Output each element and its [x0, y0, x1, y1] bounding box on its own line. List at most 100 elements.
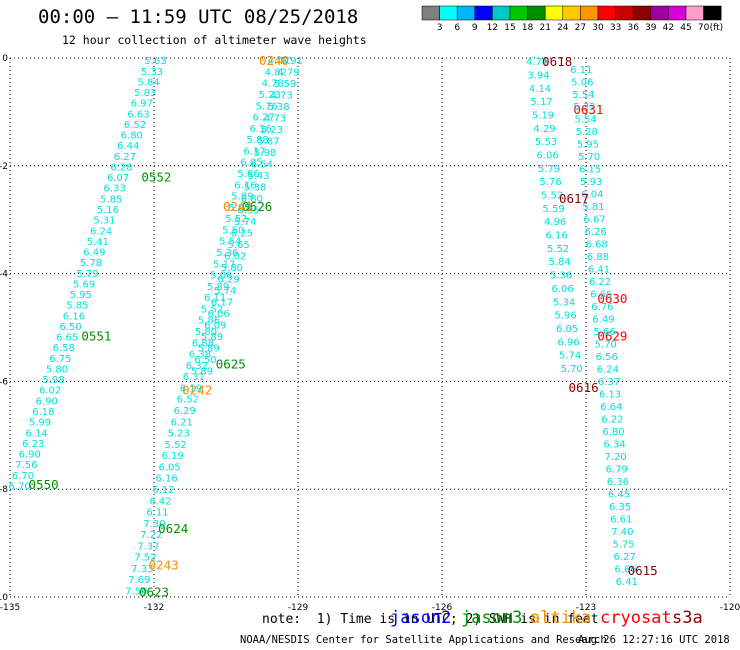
- wave-height-point: 5.06: [210, 271, 232, 282]
- pass-time-label: 0626: [242, 199, 272, 214]
- legend-jason2: jason2: [390, 608, 452, 628]
- wave-height-point: 6.31: [183, 372, 205, 383]
- wave-height-point: 6.02: [224, 252, 246, 263]
- colorbar-unit-label: (ft): [710, 23, 724, 33]
- colorbar-tick-label: 9: [472, 23, 478, 33]
- wave-height-point: 5.89: [231, 192, 253, 203]
- wave-height-point: 6.35: [237, 206, 259, 217]
- wave-height-point: 4.82: [265, 67, 287, 78]
- wave-height-point: 6.24: [90, 226, 112, 237]
- wave-height-point: 5.85: [66, 301, 88, 312]
- wave-height-point: 6.61: [610, 514, 632, 525]
- wave-height-point: 6.79: [606, 464, 628, 475]
- wave-height-point: 5.50: [222, 225, 244, 236]
- wave-height-point: 3.94: [527, 71, 549, 82]
- wave-height-point: 6.16: [249, 124, 271, 135]
- wave-height-point: 4.78: [262, 79, 284, 90]
- wave-height-point: 6.38: [189, 350, 211, 361]
- pass-time-label: 0624: [158, 521, 188, 536]
- colorbar-tick-label: 33: [610, 23, 621, 33]
- wave-height-point: 5.76: [539, 177, 561, 188]
- colorbar-swatch: [439, 5, 458, 21]
- track-jason3: 4.474.824.785.235.766.276.165.886.176.05…: [125, 56, 290, 599]
- wave-height-point: 5.98: [42, 375, 64, 386]
- wave-height-point: 5.54: [219, 237, 241, 248]
- wave-height-point: 5.86: [198, 316, 220, 327]
- wave-height-point: 5.19: [532, 111, 554, 122]
- wave-height-point: 5.59: [542, 204, 564, 215]
- wave-height-point: 7.20: [605, 452, 627, 463]
- wave-height-point: 6.06: [207, 309, 229, 320]
- wave-height-point: 6.44: [117, 141, 139, 152]
- wave-height-point: 5.80: [195, 327, 217, 338]
- wave-height-point: 5.89: [207, 282, 229, 293]
- wave-height-point: 5.52: [547, 244, 569, 255]
- wave-height-point: 5.23: [168, 429, 190, 440]
- wave-height-point: 6.80: [241, 194, 263, 205]
- wave-height-point: 6.06: [536, 151, 558, 162]
- wave-height-point: 6.02: [39, 386, 61, 397]
- wave-height-point: 6.11: [146, 508, 168, 519]
- wave-height-point: 6.22: [589, 277, 611, 288]
- colorbar-tick-label: 45: [680, 23, 691, 33]
- wave-height-point: 5.54: [572, 90, 594, 101]
- wave-height-point: 6.88: [192, 338, 214, 349]
- colorbar-swatch: [615, 5, 634, 21]
- x-tick-label: -132: [144, 603, 164, 613]
- colorbar-swatch: [597, 5, 616, 21]
- wave-height-point: 5.16: [97, 205, 119, 216]
- wave-height-point: 6.16: [155, 474, 177, 485]
- wave-height-point: 5.89: [201, 332, 223, 343]
- pass-time-label: 0617: [559, 191, 589, 206]
- wave-height-point: 6.70: [12, 471, 34, 482]
- legend-altika: altika: [530, 608, 592, 628]
- wave-height-point: 7.30: [143, 519, 165, 530]
- wave-height-point: 6.88: [587, 252, 609, 263]
- wave-height-point: 6.80: [602, 427, 624, 438]
- wave-height-point: 5.95: [577, 140, 599, 151]
- wave-height-point: 5.32: [573, 102, 595, 113]
- wave-height-point: 6.68: [586, 240, 608, 251]
- wave-height-point: 5.87: [257, 137, 279, 148]
- wave-height-point: 5.95: [70, 290, 92, 301]
- pass-time-label: 0631: [573, 102, 603, 117]
- colorbar-swatch: [685, 5, 704, 21]
- y-tick-label: 0: [2, 54, 8, 64]
- wave-height-point: 6.50: [59, 322, 81, 333]
- legend-s3a: s3a: [672, 608, 703, 628]
- wave-height-point: 5.43: [247, 171, 269, 182]
- wave-height-point: 5.59: [274, 79, 296, 90]
- colorbar-tick-label: 15: [504, 23, 515, 33]
- wave-height-point: 5.70: [595, 340, 617, 351]
- wave-height-point: 7.52: [134, 553, 156, 564]
- colorbar-tick-label: 70: [698, 23, 710, 33]
- wave-height-point: 6.80: [121, 131, 143, 142]
- wave-height-point: 6.28: [110, 162, 132, 173]
- wave-height-point: 5.74: [234, 217, 256, 228]
- wave-height-point: 5.41: [87, 237, 109, 248]
- wave-height-point: 6.96: [557, 337, 579, 348]
- wave-height-point: 5.65: [227, 240, 249, 251]
- wave-height-point: 6.05: [240, 158, 262, 169]
- wave-height-point: 6.58: [53, 343, 75, 354]
- wave-height-point: 7.56: [15, 460, 37, 471]
- wave-height-point: 5.70: [578, 152, 600, 163]
- pass-time-label: 0242: [182, 382, 212, 397]
- legend-jason3: jason3: [461, 608, 523, 628]
- wave-height-point: 6.05: [158, 462, 180, 473]
- wave-height-point: 6.14: [25, 428, 47, 439]
- colorbar-tick-label: 3: [437, 23, 443, 33]
- wave-height-point: 5.52: [165, 440, 187, 451]
- wave-height-point: 6.52: [177, 395, 199, 406]
- pass-time-label: 0629: [597, 329, 627, 344]
- wave-height-point: 5.83: [134, 88, 156, 99]
- wave-height-point: 5.89: [191, 367, 213, 378]
- footer-timestamp: Aug 26 12:27:16 UTC 2018: [578, 634, 730, 646]
- colorbar-swatch: [456, 5, 476, 21]
- colorbar-swatch: [492, 5, 511, 21]
- wave-height-point: 6.29: [217, 275, 239, 286]
- colorbar-swatch: [632, 5, 652, 21]
- y-tick-label: -2: [0, 162, 8, 172]
- wave-height-point: 6.05: [556, 324, 578, 335]
- pass-time-label: 0623: [139, 585, 169, 600]
